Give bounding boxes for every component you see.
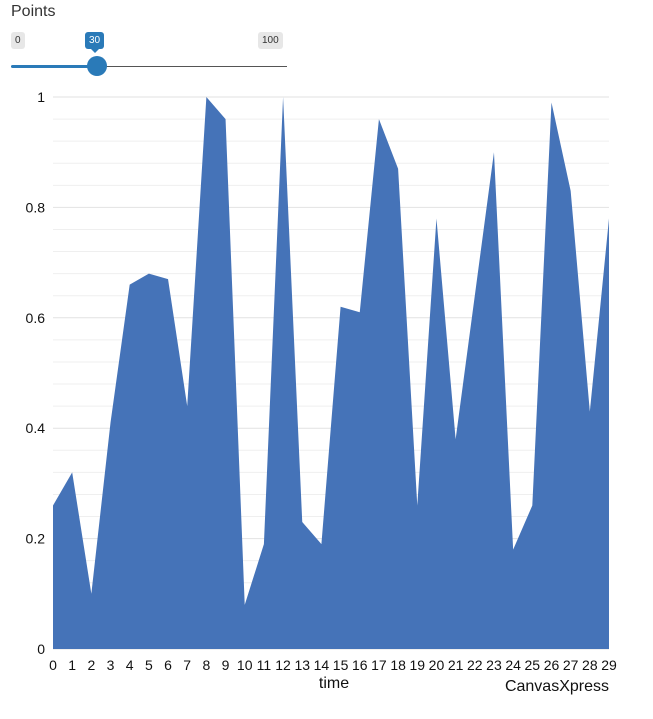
x-tick-label: 15 bbox=[333, 657, 349, 673]
x-tick-label: 6 bbox=[164, 657, 172, 673]
x-axis-title: time bbox=[319, 675, 349, 692]
x-tick-label: 18 bbox=[390, 657, 406, 673]
x-tick-label: 23 bbox=[486, 657, 502, 673]
x-tick-label: 4 bbox=[126, 657, 134, 673]
x-tick-label: 2 bbox=[87, 657, 95, 673]
x-tick-label: 22 bbox=[467, 657, 483, 673]
x-tick-label: 10 bbox=[237, 657, 253, 673]
slider-label: Points bbox=[11, 3, 56, 20]
slider-fill bbox=[11, 65, 97, 68]
series-area bbox=[53, 97, 609, 649]
x-tick-label: 7 bbox=[183, 657, 191, 673]
points-slider-panel: Points 0 30 100 bbox=[0, 0, 300, 80]
x-tick-label: 25 bbox=[525, 657, 541, 673]
y-tick-label: 1 bbox=[37, 89, 45, 105]
y-tick-label: 0 bbox=[37, 641, 45, 657]
x-tick-label: 28 bbox=[582, 657, 598, 673]
credit-label: CanvasXpress bbox=[505, 678, 609, 695]
x-tick-label: 19 bbox=[409, 657, 425, 673]
x-tick-label: 24 bbox=[505, 657, 521, 673]
x-tick-label: 21 bbox=[448, 657, 464, 673]
x-tick-label: 29 bbox=[601, 657, 617, 673]
y-tick-label: 0.6 bbox=[26, 310, 46, 326]
x-tick-label: 16 bbox=[352, 657, 368, 673]
x-tick-label: 13 bbox=[294, 657, 310, 673]
axes: 00.20.40.60.810 1 2 3 4 5 6 7 8 9 10 11 12 13 14 15 16 17… bbox=[26, 89, 617, 673]
slider-min-badge: 0 bbox=[11, 32, 25, 49]
x-tick-label: 8 bbox=[202, 657, 210, 673]
slider-max-badge: 100 bbox=[258, 32, 283, 49]
x-tick-label: 9 bbox=[222, 657, 230, 673]
x-tick-label: 26 bbox=[544, 657, 560, 673]
x-tick-label: 20 bbox=[429, 657, 445, 673]
x-tick-label: 27 bbox=[563, 657, 579, 673]
x-tick-label: 3 bbox=[107, 657, 115, 673]
x-tick-label: 11 bbox=[257, 657, 272, 673]
x-tick-label: 1 bbox=[68, 657, 76, 673]
x-tick-label: 14 bbox=[314, 657, 330, 673]
slider-track[interactable] bbox=[11, 66, 287, 67]
x-tick-label: 5 bbox=[145, 657, 153, 673]
x-tick-label: 17 bbox=[371, 657, 387, 673]
slider-value-badge: 30 bbox=[85, 32, 105, 53]
y-tick-label: 0.4 bbox=[26, 420, 46, 436]
y-tick-label: 0.8 bbox=[26, 199, 46, 215]
slider-thumb[interactable] bbox=[87, 56, 107, 76]
x-tick-label: 0 bbox=[49, 657, 57, 673]
x-tick-label: 12 bbox=[275, 657, 291, 673]
y-tick-label: 0.2 bbox=[26, 531, 46, 547]
series-area-path bbox=[53, 97, 609, 649]
